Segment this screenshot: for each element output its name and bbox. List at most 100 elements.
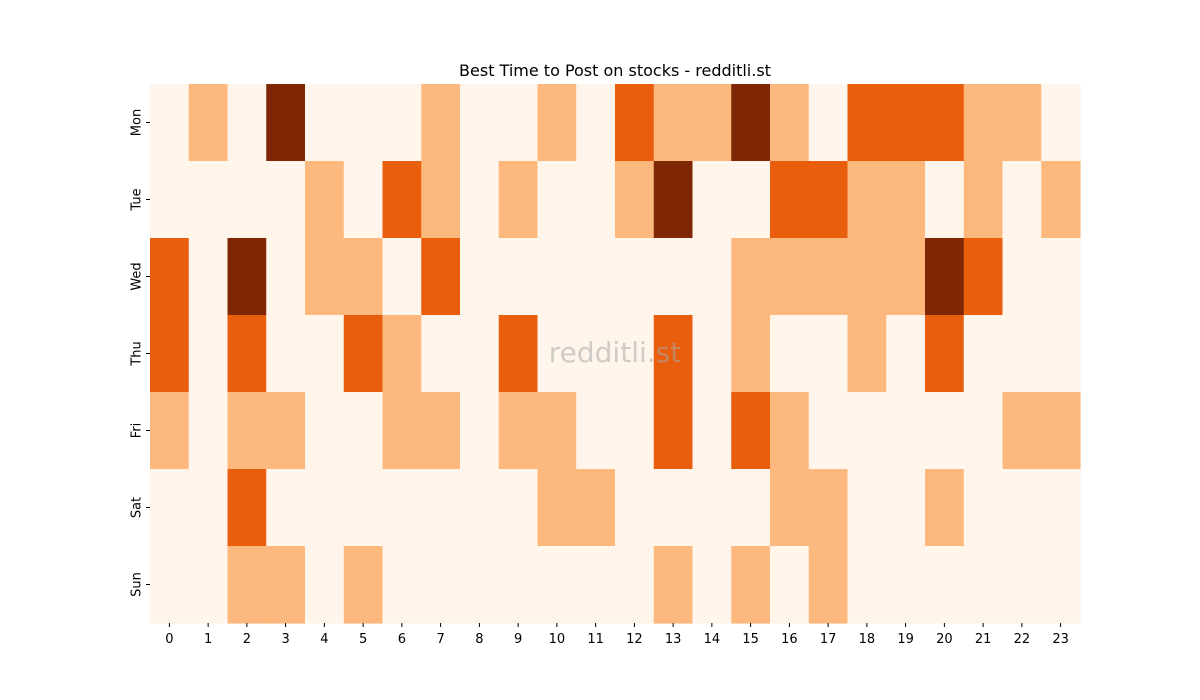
- heatmap-cell-fri-15: [731, 392, 771, 470]
- heatmap-cell-sun-7: [421, 546, 461, 624]
- heatmap-cell-fri-12: [615, 392, 655, 470]
- heatmap-cell-wed-20: [925, 238, 965, 316]
- heatmap-cell-sat-6: [382, 469, 422, 547]
- heatmap-cell-tue-0: [150, 161, 190, 239]
- heatmap-cell-sun-17: [808, 546, 849, 624]
- heatmap-cell-thu-9: [498, 315, 539, 393]
- y-tick-label: Fri: [130, 423, 145, 439]
- x-tick-label: 0: [165, 632, 173, 647]
- heatmap-cell-mon-13: [653, 84, 694, 162]
- heatmap-cell-sun-14: [692, 546, 732, 624]
- heatmap-cell-mon-14: [692, 84, 732, 162]
- heatmap-cell-wed-7: [421, 238, 461, 316]
- heatmap-cell-tue-17: [808, 161, 849, 239]
- heatmap-cell-sun-11: [576, 546, 616, 624]
- heatmap-cell-thu-12: [615, 315, 655, 393]
- heatmap-cell-tue-13: [653, 161, 694, 239]
- x-tick-label: 4: [320, 632, 328, 647]
- heatmap-cell-wed-22: [1002, 238, 1042, 316]
- heatmap-cell-sat-22: [1002, 469, 1042, 547]
- heatmap-cell-sun-10: [537, 546, 577, 624]
- heatmap-cell-wed-8: [460, 238, 500, 316]
- heatmap-cell-tue-7: [421, 161, 461, 239]
- heatmap-cell-thu-13: [653, 315, 694, 393]
- heatmap-cell-sun-0: [150, 546, 190, 624]
- heatmap-cell-wed-18: [847, 238, 887, 316]
- heatmap-cell-sat-9: [498, 469, 539, 547]
- heatmap-cell-mon-2: [227, 84, 267, 162]
- y-tick-label: Mon: [130, 109, 145, 136]
- heatmap-cell-mon-15: [731, 84, 771, 162]
- heatmap-cell-tue-8: [460, 161, 500, 239]
- chart-title: Best Time to Post on stocks - redditli.s…: [459, 61, 771, 80]
- x-tick-label: 3: [281, 632, 289, 647]
- heatmap-cell-mon-6: [382, 84, 422, 162]
- heatmap-cell-wed-9: [498, 238, 539, 316]
- heatmap-cell-sun-13: [653, 546, 694, 624]
- heatmap-cell-sun-15: [731, 546, 771, 624]
- heatmap-cell-tue-14: [692, 161, 732, 239]
- x-tick-label: 12: [626, 632, 643, 647]
- heatmap-cell-thu-20: [925, 315, 965, 393]
- heatmap-cell-wed-16: [770, 238, 810, 316]
- heatmap-cell-mon-7: [421, 84, 461, 162]
- heatmap-cell-thu-7: [421, 315, 461, 393]
- heatmap-cell-wed-4: [305, 238, 345, 316]
- x-tick-label: 16: [781, 632, 798, 647]
- heatmap-cell-mon-18: [847, 84, 887, 162]
- heatmap-cell-sat-4: [305, 469, 345, 547]
- heatmap-cell-fri-9: [498, 392, 539, 470]
- x-tick-label: 21: [975, 632, 992, 647]
- heatmap-cell-sun-20: [925, 546, 965, 624]
- heatmap-cell-tue-19: [886, 161, 926, 239]
- heatmap-cell-tue-12: [615, 161, 655, 239]
- heatmap-cell-tue-21: [963, 161, 1004, 239]
- heatmap-cell-wed-23: [1041, 238, 1081, 316]
- heatmap-cell-wed-1: [188, 238, 229, 316]
- x-tick-label: 23: [1052, 632, 1069, 647]
- heatmap-cell-wed-3: [266, 238, 306, 316]
- heatmap-cell-tue-20: [925, 161, 965, 239]
- heatmap-cell-wed-13: [653, 238, 694, 316]
- heatmap-cell-thu-22: [1002, 315, 1042, 393]
- heatmap-cell-mon-5: [343, 84, 384, 162]
- heatmap-cell-wed-17: [808, 238, 849, 316]
- heatmap-cell-sat-15: [731, 469, 771, 547]
- heatmap-cell-sun-19: [886, 546, 926, 624]
- x-tick-label: 8: [475, 632, 483, 647]
- heatmap-cell-sat-3: [266, 469, 306, 547]
- heatmap-cell-wed-5: [343, 238, 384, 316]
- heatmap-cell-thu-3: [266, 315, 306, 393]
- heatmap-cell-thu-1: [188, 315, 229, 393]
- heatmap-cell-fri-5: [343, 392, 384, 470]
- heatmap-cell-fri-18: [847, 392, 887, 470]
- heatmap-cell-wed-0: [150, 238, 190, 316]
- x-axis: 0 1 2 3 4 5 6 7 8 9 10 11 12 13 14 15 16 17 18 19 20 21 22 23: [165, 623, 1069, 647]
- heatmap-cell-mon-19: [886, 84, 926, 162]
- heatmap-cell-mon-11: [576, 84, 616, 162]
- heatmap-cell-sat-14: [692, 469, 732, 547]
- heatmap-cell-mon-8: [460, 84, 500, 162]
- heatmap-cell-tue-2: [227, 161, 267, 239]
- x-tick-label: 11: [587, 632, 604, 647]
- heatmap-cell-fri-14: [692, 392, 732, 470]
- x-tick-label: 10: [549, 632, 566, 647]
- heatmap-cell-wed-21: [963, 238, 1004, 316]
- heatmap-cell-thu-18: [847, 315, 887, 393]
- heatmap-cell-sat-16: [770, 469, 810, 547]
- x-tick-label: 19: [897, 632, 914, 647]
- heatmap-cell-tue-3: [266, 161, 306, 239]
- heatmap-cell-mon-3: [266, 84, 306, 162]
- x-tick-label: 5: [359, 632, 367, 647]
- heatmap-cell-fri-23: [1041, 392, 1081, 470]
- heatmap-cell-sun-2: [227, 546, 267, 624]
- heatmap-cell-fri-6: [382, 392, 422, 470]
- heatmap-cell-sun-9: [498, 546, 539, 624]
- heatmap-cell-sun-22: [1002, 546, 1042, 624]
- heatmap-cell-sun-3: [266, 546, 306, 624]
- heatmap-cell-sat-0: [150, 469, 190, 547]
- heatmap-cell-thu-21: [963, 315, 1004, 393]
- heatmap-cell-sat-2: [227, 469, 267, 547]
